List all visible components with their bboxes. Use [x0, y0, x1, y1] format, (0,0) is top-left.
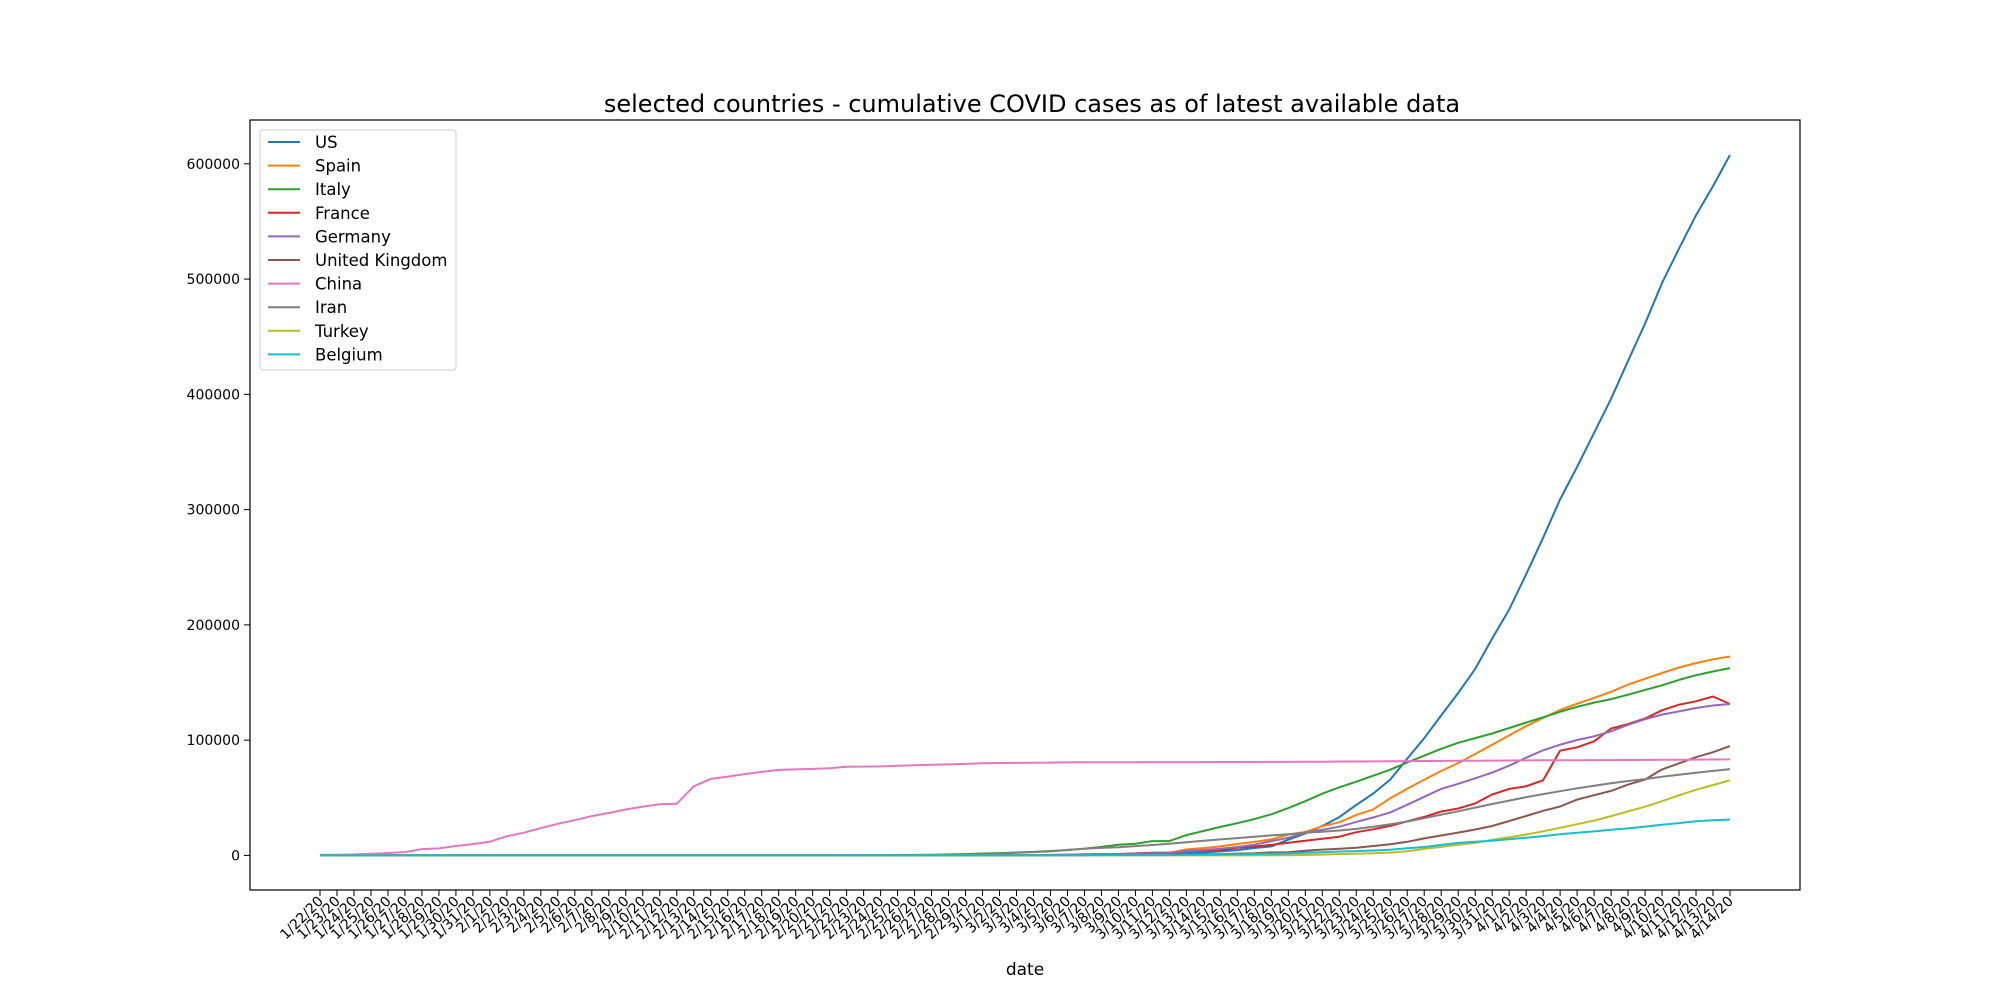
y-tick-label: 300000 — [187, 503, 240, 519]
legend-label: China — [315, 275, 362, 294]
series-line-spain — [320, 655, 1731, 857]
series-line-germany — [320, 703, 1731, 857]
y-axis: 0 100000 200000 300000 400000 500000 600000 — [187, 157, 250, 864]
legend-label: Turkey — [314, 322, 369, 341]
plot-lines — [319, 154, 1731, 857]
legend-label: France — [315, 204, 370, 223]
legend-label: US — [315, 133, 338, 152]
series-line-china — [319, 758, 1731, 856]
plot-frame — [249, 119, 1801, 891]
legend-label: Belgium — [315, 345, 383, 364]
x-axis: 1/22/201/23/201/24/201/25/201/26/201/27/… — [277, 890, 1737, 943]
legend-label: Iran — [315, 298, 347, 317]
legend-box — [259, 129, 457, 371]
y-tick-label: 600000 — [187, 157, 240, 173]
legend: US Spain Italy France Germany United Kingdom C… — [259, 129, 457, 371]
legend-label: United Kingdom — [315, 251, 447, 270]
y-tick-label: 200000 — [187, 618, 240, 634]
series-line-us — [320, 154, 1731, 857]
y-tick-label: 500000 — [187, 272, 240, 288]
legend-label: Spain — [315, 157, 361, 176]
legend-label: Italy — [315, 180, 351, 199]
chart-title: selected countries - cumulative COVID ca… — [604, 90, 1460, 118]
series-line-belgium — [320, 818, 1731, 857]
y-tick-label: 100000 — [187, 733, 240, 749]
legend-label: Germany — [315, 227, 391, 246]
y-tick-label: 0 — [231, 848, 240, 864]
series-line-iran — [320, 768, 1731, 857]
y-tick-label: 400000 — [187, 387, 240, 403]
x-axis-label: date — [1006, 960, 1044, 980]
